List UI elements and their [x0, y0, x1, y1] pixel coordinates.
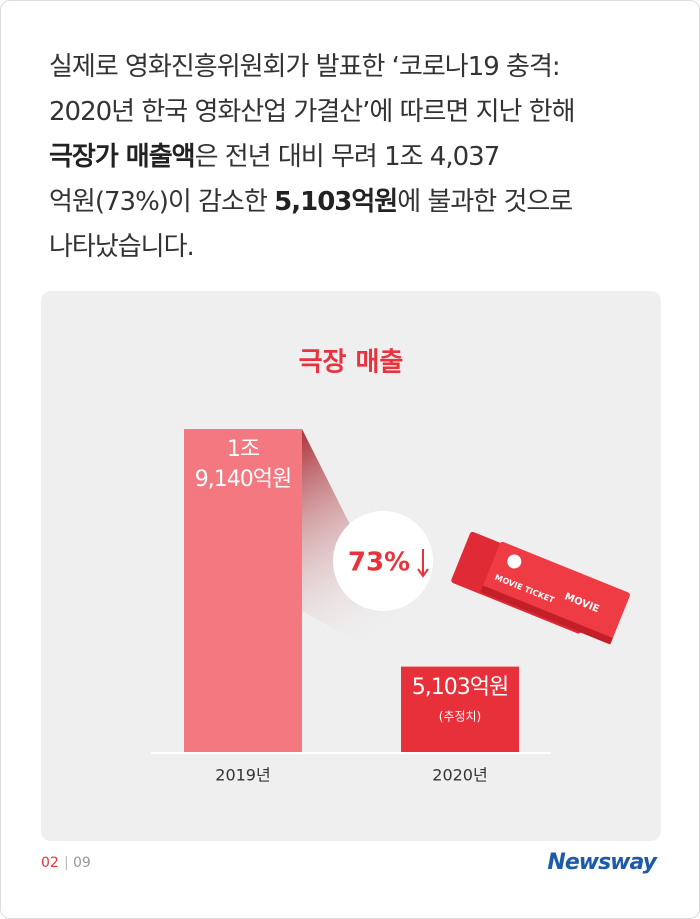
paragraph: 실제로 영화진흥위원회가 발표한 ‘코로나19 충격: 2020년 한국 영화산업…: [49, 45, 669, 270]
x-tick-label: 2020년: [432, 766, 487, 785]
tickets: MOVIE MOVIE TICKET MOVIE: [451, 531, 630, 645]
bold-text: 5,103억원: [274, 187, 398, 217]
note: (추정치): [439, 710, 481, 724]
text-line: 나타났습니다.: [49, 225, 669, 270]
text-line: 극장가 매출액은 전년 대비 무려 1조 4,037: [49, 135, 669, 180]
page-total: 09: [73, 855, 91, 871]
change-circle: [333, 511, 433, 611]
down-arrow: [417, 549, 429, 578]
text: 에 불과한 것으로: [397, 187, 573, 217]
bar: [184, 429, 302, 753]
text-line: 실제로 영화진흥위원회가 발표한 ‘코로나19 충격:: [49, 45, 669, 90]
text: 나타났습니다.: [49, 232, 195, 262]
value-label-box: 5,103억원: [411, 674, 509, 700]
chart-title: 극장 매출: [299, 348, 404, 378]
text: 억원(73%)이 감소한: [49, 187, 275, 217]
value-label-box: 1조 9,140억원: [194, 437, 292, 492]
text: 2020년 한국 영화산업 가결산’에 따르면 지난 한해: [49, 97, 576, 127]
text: 실제로 영화진흥위원회가 발표한 ‘코로나19 충격:: [49, 52, 561, 82]
value-label: 5,103억원: [411, 674, 509, 700]
bold-text: 극장가 매출액: [49, 142, 196, 172]
value-label: 1조 9,140억원: [194, 437, 292, 492]
bar: [401, 666, 519, 753]
x-tick-label: 2019년: [215, 766, 270, 785]
text: 은 전년 대비 무려 1조 4,037: [194, 142, 501, 172]
text-line: 억원(73%)이 감소한 5,103억원에 불과한 것으로: [49, 180, 669, 225]
change-label: 73%: [348, 548, 410, 578]
logo: Newsway: [547, 850, 658, 875]
page-separator: |: [64, 855, 69, 871]
text-line: 2020년 한국 영화산업 가결산’에 따르면 지난 한해: [49, 90, 669, 135]
page-current: 02: [41, 855, 59, 871]
